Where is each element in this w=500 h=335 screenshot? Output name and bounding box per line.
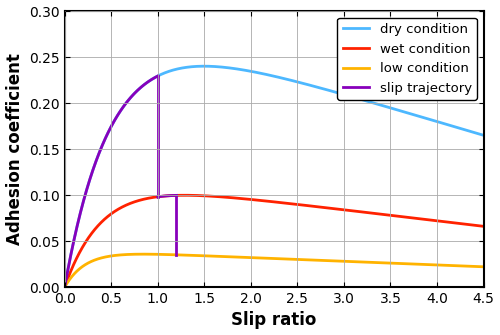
- dry condition: [240, 68, 246, 72]
- Line: dry condition: dry condition: [64, 66, 484, 287]
- low condition: [480, 265, 486, 269]
- low condition: [472, 264, 478, 268]
- Line: wet condition: wet condition: [64, 195, 484, 287]
- wet condition: [428, 218, 434, 222]
- dry condition: [201, 64, 207, 68]
- low condition: [240, 255, 246, 259]
- wet condition: [240, 197, 246, 201]
- X-axis label: Slip ratio: Slip ratio: [232, 312, 317, 329]
- low condition: [222, 255, 228, 259]
- dry condition: [110, 122, 116, 126]
- low condition: [428, 263, 434, 267]
- low condition: [62, 285, 68, 289]
- wet condition: [472, 223, 478, 227]
- dry condition: [428, 118, 434, 122]
- Legend: dry condition, wet condition, low condition, slip trajectory: dry condition, wet condition, low condit…: [338, 18, 477, 100]
- dry condition: [472, 131, 478, 135]
- wet condition: [222, 195, 228, 199]
- low condition: [134, 252, 140, 256]
- Line: low condition: low condition: [64, 254, 484, 287]
- wet condition: [182, 193, 188, 197]
- wet condition: [134, 199, 140, 203]
- wet condition: [110, 211, 116, 215]
- dry condition: [134, 88, 140, 92]
- dry condition: [222, 65, 228, 69]
- low condition: [140, 252, 146, 256]
- wet condition: [62, 285, 68, 289]
- wet condition: [480, 224, 486, 228]
- Y-axis label: Adhesion coefficient: Adhesion coefficient: [6, 53, 24, 245]
- dry condition: [62, 285, 68, 289]
- dry condition: [480, 133, 486, 137]
- low condition: [110, 254, 116, 258]
